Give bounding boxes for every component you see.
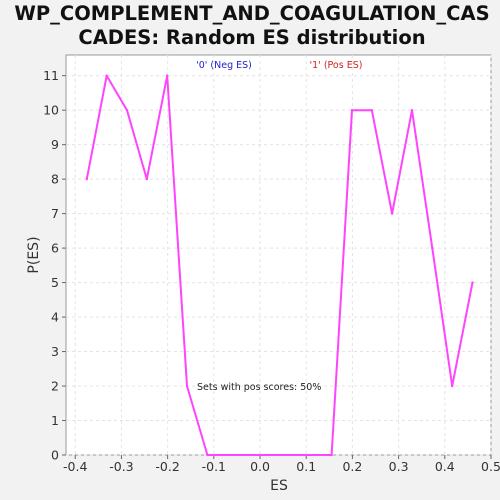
data-point — [330, 453, 333, 457]
y-tick-label: 8 — [51, 172, 59, 187]
y-tick-label: 5 — [51, 275, 59, 290]
y-tick-label: 9 — [51, 137, 59, 152]
y-tick-label: 3 — [51, 344, 59, 359]
x-tick-label: 0.4 — [435, 459, 455, 474]
x-axis-label: ES — [270, 478, 288, 494]
data-point — [165, 74, 169, 77]
x-tick-label: -0.1 — [202, 459, 226, 474]
y-tick-label: 11 — [43, 68, 59, 83]
y-tick-label: 7 — [51, 206, 59, 221]
data-point — [145, 177, 149, 181]
data-point — [105, 74, 108, 77]
y-tick-label: 1 — [51, 413, 59, 428]
data-point — [185, 384, 189, 388]
data-point — [471, 281, 474, 284]
x-tick-label: 0.2 — [342, 459, 362, 474]
x-tick-label: -0.2 — [155, 459, 179, 474]
x-tick-label: 0.5 — [481, 459, 500, 474]
chart-title-line-2: CADES: Random ES distribution — [78, 26, 425, 49]
y-tick-label: 6 — [51, 241, 59, 256]
y-tick-label: 4 — [51, 310, 59, 325]
y-tick-label: 0 — [51, 448, 59, 463]
chart-title-line-1: WP_COMPLEMENT_AND_COAGULATION_CAS — [14, 2, 489, 25]
annotation-pos-scores: Sets with pos scores: 50% — [197, 382, 321, 393]
data-point — [206, 453, 209, 457]
data-point — [370, 108, 374, 112]
x-tick-label: -0.4 — [63, 459, 87, 474]
series-layer — [85, 74, 474, 457]
data-point — [125, 108, 129, 112]
x-tick-label: -0.3 — [109, 459, 133, 474]
y-axis-label: P(ES) — [26, 236, 42, 273]
grid — [66, 55, 492, 456]
data-point — [350, 108, 354, 112]
x-tick-label: 0.3 — [389, 459, 409, 474]
x-tick-label: 0.0 — [250, 459, 270, 474]
legend-pos-es: '1' (Pos ES) — [310, 60, 363, 71]
y-tick-label: 2 — [51, 379, 59, 394]
data-point — [450, 384, 454, 388]
data-point — [431, 246, 434, 250]
data-point — [85, 177, 88, 181]
plot-area — [65, 54, 492, 456]
legend-neg-es: '0' (Neg ES) — [196, 60, 252, 71]
data-point — [410, 108, 414, 112]
data-point — [390, 212, 394, 215]
x-tick-label: 0.1 — [296, 459, 316, 474]
y-tick-label: 10 — [43, 103, 59, 118]
